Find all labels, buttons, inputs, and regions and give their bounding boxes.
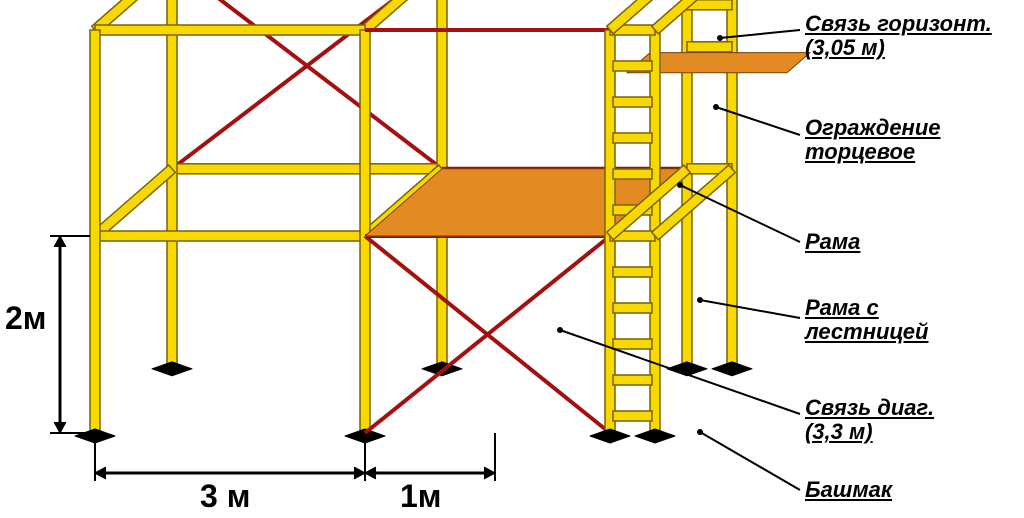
label-horiz-brace: Связь горизонт.(3,05 м) — [805, 12, 992, 60]
label-end-guard: Ограждениеторцевое — [805, 116, 941, 164]
dim-span: 3 м — [200, 478, 250, 515]
scaffolding-diagram: 2м 3 м 1м Связь горизонт.(3,05 м) Огражд… — [0, 0, 1024, 518]
dim-depth: 1м — [400, 478, 441, 515]
label-frame-ladder: Рама слестницей — [805, 296, 928, 344]
label-shoe: Башмак — [805, 478, 892, 502]
label-frame: Рама — [805, 230, 860, 254]
label-diag-brace: Связь диаг.(3,3 м) — [805, 396, 934, 444]
dim-height: 2м — [5, 300, 46, 337]
